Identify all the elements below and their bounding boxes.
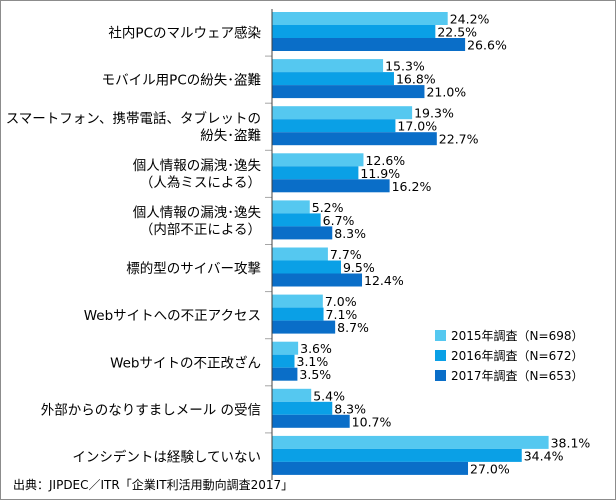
category-label: スマートフォン、携帯電話、タブレットの <box>6 110 261 127</box>
value-label: 7.0% <box>325 294 357 309</box>
category-label: 外部からのなりすましメール の受信 <box>41 402 261 418</box>
legend-label: 2015年調査（N=698） <box>451 329 583 343</box>
legend-swatch <box>435 350 446 361</box>
category-label: 個人情報の漏洩･逸失 <box>133 205 262 221</box>
bar-3-8 <box>272 367 298 381</box>
value-label: 38.1% <box>551 435 591 450</box>
value-label: 12.6% <box>365 153 405 168</box>
category-label: Webサイトへの不正アクセス <box>84 308 261 324</box>
value-label: 8.7% <box>337 320 369 335</box>
value-label: 16.8% <box>396 72 436 87</box>
category-label: （人為ミスによる） <box>140 175 261 191</box>
bar-2-1 <box>272 25 436 38</box>
value-label: 19.3% <box>414 106 454 121</box>
bar-1-7 <box>272 294 323 308</box>
value-label: 17.0% <box>397 119 437 134</box>
category-label: 社内PCのマルウェア感染 <box>108 25 261 42</box>
bar-3-6 <box>272 273 363 287</box>
bar-1-5 <box>272 200 310 214</box>
value-label: 3.5% <box>299 367 331 382</box>
value-label: 8.3% <box>334 401 366 416</box>
category-label: 標的型のサイバー攻撃 <box>126 261 261 277</box>
value-label: 9.5% <box>343 260 375 275</box>
bar-2-5 <box>272 213 321 227</box>
bar-2-8 <box>272 354 295 368</box>
category-label: （内部不正による） <box>140 222 261 238</box>
value-labels-group: 24.2%22.5%26.6% 15.3%16.8%21.0% 19.3%17.0%… <box>297 12 591 477</box>
legend-swatch <box>435 370 446 381</box>
bar-2-6 <box>272 260 341 274</box>
bar-1-3 <box>272 106 413 120</box>
bar-1-6 <box>272 247 328 261</box>
category-label: Webサイトの不正改ざん <box>110 354 261 371</box>
bar-2-3 <box>272 119 396 133</box>
bars-group <box>272 12 549 475</box>
value-label: 34.4% <box>524 448 564 463</box>
legend-label: 2017年調査（N=653） <box>451 369 583 383</box>
bar-2-10 <box>272 448 522 462</box>
category-label: 個人情報の漏洩･逸失 <box>133 158 262 174</box>
value-label: 7.7% <box>330 247 362 262</box>
value-label: 26.6% <box>467 38 507 53</box>
value-label: 27.0% <box>470 461 510 476</box>
category-label: 紛失･盗難 <box>200 128 261 144</box>
value-label: 3.1% <box>297 354 329 369</box>
bar-3-5 <box>272 226 333 240</box>
value-label: 12.4% <box>364 273 404 288</box>
bar-1-4 <box>272 153 364 167</box>
bar-3-1 <box>272 38 466 51</box>
value-label: 7.1% <box>326 307 358 322</box>
value-label: 3.6% <box>300 341 332 356</box>
bar-1-1 <box>272 12 448 25</box>
legend: 2015年調査（N=698） 2016年調査（N=672） 2017年調査（N=65… <box>435 329 583 383</box>
bar-1-10 <box>272 435 549 449</box>
bar-1-9 <box>272 388 312 402</box>
bar-3-3 <box>272 132 437 146</box>
value-label: 21.0% <box>426 85 466 100</box>
category-separators <box>265 55 272 434</box>
value-label: 10.7% <box>352 414 392 429</box>
bar-2-7 <box>272 307 324 321</box>
category-labels-group: 社内PCのマルウェア感染モバイル用PCの紛失･盗難スマートフォン、携帯電話、タブ… <box>6 25 262 466</box>
category-label: モバイル用PCの紛失･盗難 <box>102 73 261 89</box>
legend-swatch <box>435 330 446 341</box>
value-label: 22.5% <box>437 25 477 40</box>
bar-3-2 <box>272 85 425 99</box>
value-label: 8.3% <box>334 226 366 241</box>
value-label: 5.4% <box>313 388 345 403</box>
legend-label: 2016年調査（N=672） <box>451 349 583 363</box>
bar-3-4 <box>272 179 390 193</box>
value-label: 16.2% <box>392 179 432 194</box>
bar-1-8 <box>272 341 299 355</box>
value-label: 5.2% <box>312 200 344 215</box>
category-label: インシデントは経験していない <box>72 448 261 465</box>
value-label: 22.7% <box>439 132 479 147</box>
bar-1-2 <box>272 59 384 73</box>
source-note: 出典：JIPDEC／ITR「企業IT利活用動向調査2017」 <box>13 477 293 492</box>
value-label: 6.7% <box>323 213 355 228</box>
bar-3-7 <box>272 320 336 334</box>
value-label: 24.2% <box>450 12 490 27</box>
bar-2-2 <box>272 72 394 86</box>
bar-2-9 <box>272 401 333 415</box>
bar-3-10 <box>272 461 469 475</box>
bar-2-4 <box>272 166 359 180</box>
bar-3-9 <box>272 414 350 428</box>
value-label: 11.9% <box>360 166 400 181</box>
value-label: 15.3% <box>385 59 425 74</box>
